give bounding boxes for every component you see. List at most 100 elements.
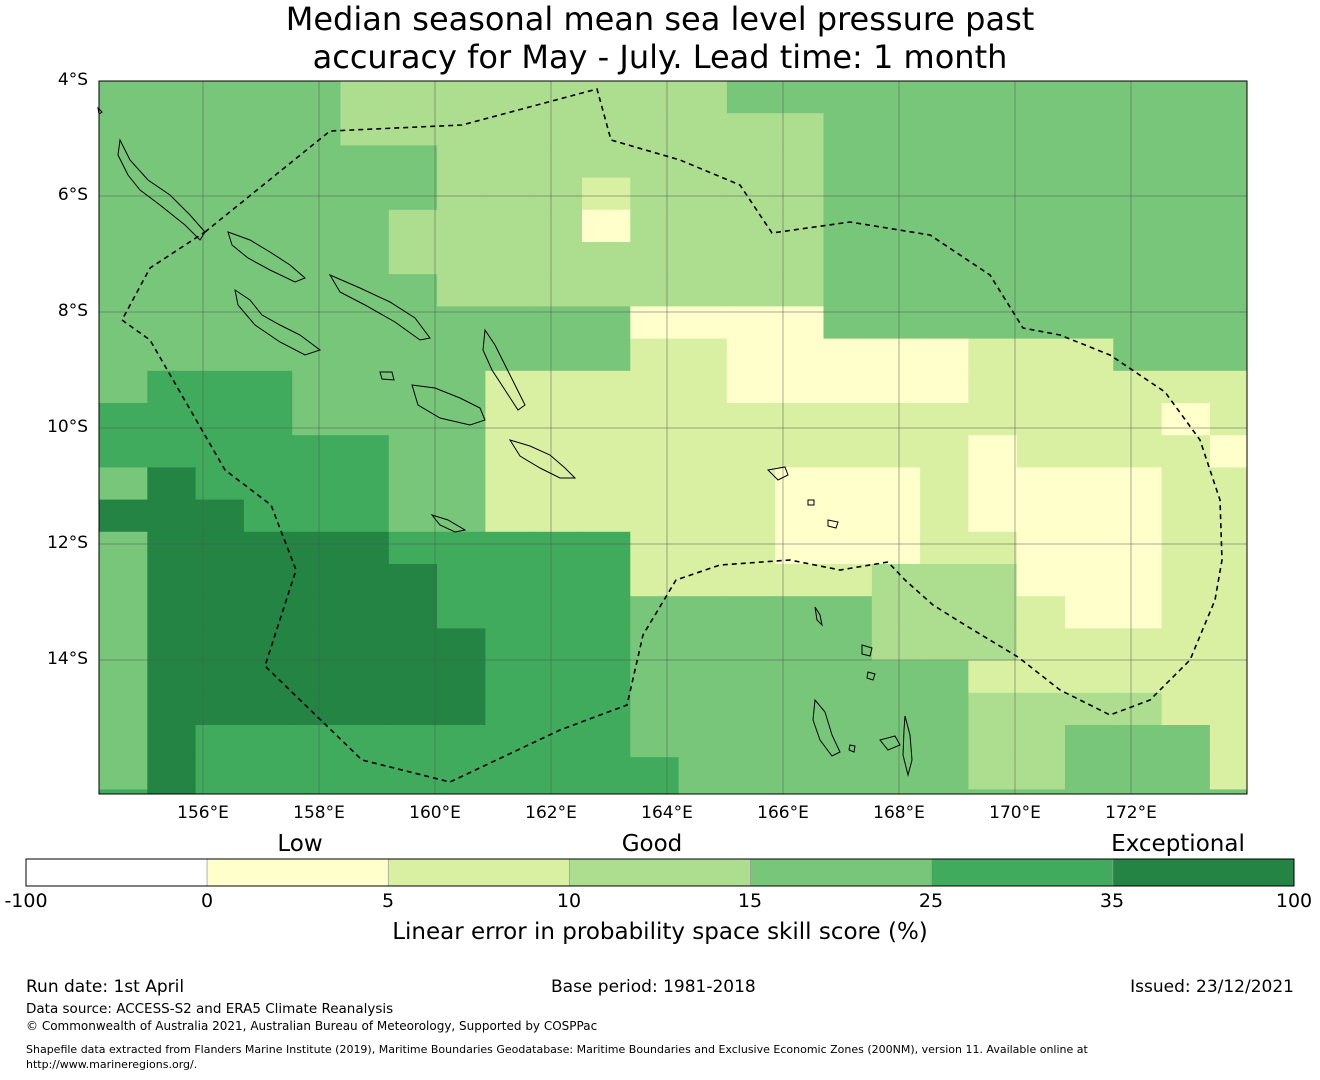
skill-cell [920, 757, 969, 790]
skill-cell [99, 177, 148, 211]
skill-cell [1065, 596, 1114, 629]
skill-cell [292, 113, 342, 146]
skill-cell [1113, 242, 1163, 275]
skill-cell [388, 209, 438, 243]
skill-cell [968, 531, 1018, 565]
skill-cell [147, 531, 197, 565]
skill-cell [1161, 628, 1211, 662]
skill-cell [147, 274, 197, 307]
shapefile-credit-line-1: Shapefile data extracted from Flanders M… [26, 1043, 1088, 1056]
skill-cell [920, 725, 969, 758]
skill-cell [871, 242, 921, 275]
skill-cell [292, 725, 342, 758]
skill-cell [1065, 274, 1114, 307]
skill-cell [1209, 789, 1247, 794]
skill-cell [243, 81, 293, 114]
skill-cell [147, 306, 197, 340]
colorbar-segment [569, 858, 751, 887]
skill-cell [388, 403, 438, 436]
skill-cell [1161, 789, 1211, 794]
skill-cell [1065, 725, 1114, 758]
skill-cell [243, 338, 293, 372]
skill-cell [678, 113, 728, 146]
skill-cell [292, 242, 342, 275]
skill-cell [582, 596, 631, 629]
skill-cell [147, 370, 197, 404]
skill-cell [437, 209, 486, 243]
skill-cell [968, 177, 1018, 211]
skill-cell [775, 274, 825, 307]
skill-cell [1113, 467, 1163, 501]
skill-cell [726, 467, 776, 501]
skill-cell [99, 564, 148, 597]
skill-map [97, 80, 1248, 795]
skill-cell [437, 81, 486, 114]
skill-cell [1016, 564, 1066, 597]
skill-cell [678, 757, 728, 790]
skill-cell [195, 81, 245, 114]
skill-cell [630, 113, 680, 146]
skill-cell [582, 564, 631, 597]
skill-cell [195, 209, 245, 243]
skill-cell [99, 113, 148, 146]
skill-cell [678, 435, 728, 468]
colorbar-frame [25, 858, 1295, 887]
skill-cell [630, 370, 680, 404]
skill-cell [1209, 435, 1247, 468]
skill-cell [1016, 338, 1066, 372]
skill-cell [775, 499, 825, 533]
skill-cell [437, 564, 486, 597]
skill-cell [292, 177, 342, 211]
skill-cell [726, 81, 776, 114]
skill-cell [1016, 789, 1066, 794]
lon-tick-160e: 160°E [409, 803, 461, 823]
skill-cell [678, 242, 728, 275]
skill-cell [485, 789, 535, 794]
skill-cell [1113, 531, 1163, 565]
skill-cell [726, 531, 776, 565]
skill-cell [726, 757, 776, 790]
skill-cell [775, 113, 825, 146]
skill-cell [1161, 242, 1211, 275]
skill-cell [243, 370, 293, 404]
skill-cell [485, 81, 535, 114]
skill-cell [485, 692, 535, 726]
skill-cell [533, 403, 583, 436]
skill-cell [630, 725, 680, 758]
skill-cell [1161, 403, 1211, 436]
colorbar [25, 858, 1295, 887]
skill-cell [1113, 177, 1163, 211]
skill-cell [871, 628, 921, 662]
skill-cell [195, 145, 245, 179]
skill-cell [533, 435, 583, 468]
skill-cell [1016, 596, 1066, 629]
data-source: Data source: ACCESS-S2 and ERA5 Climate … [26, 1001, 394, 1017]
lon-tick-170e: 170°E [989, 803, 1041, 823]
skill-cell [920, 242, 969, 275]
skill-cell [1065, 209, 1114, 243]
skill-cell [340, 467, 390, 501]
lon-tick-166e: 166°E [757, 803, 809, 823]
skill-cell [437, 628, 486, 662]
skill-cell [243, 725, 293, 758]
skill-cell [968, 692, 1018, 726]
skill-cell [920, 306, 969, 340]
skill-cell [485, 145, 535, 179]
skill-cell [340, 113, 390, 146]
skill-cell [871, 692, 921, 726]
skill-cell [1209, 370, 1247, 404]
colorbar-segment [1112, 858, 1295, 887]
skill-cell [823, 81, 873, 114]
skill-cell [871, 81, 921, 114]
category-exceptional: Exceptional [1111, 831, 1245, 857]
skill-cell [485, 306, 535, 340]
skill-cell [243, 403, 293, 436]
skill-cell [582, 145, 631, 179]
skill-cell [968, 209, 1018, 243]
skill-cell [582, 306, 631, 340]
skill-cell [147, 692, 197, 726]
skill-cell [1065, 757, 1114, 790]
skill-cell [99, 403, 148, 436]
island-small-3 [379, 371, 395, 381]
skill-cell [292, 81, 342, 114]
